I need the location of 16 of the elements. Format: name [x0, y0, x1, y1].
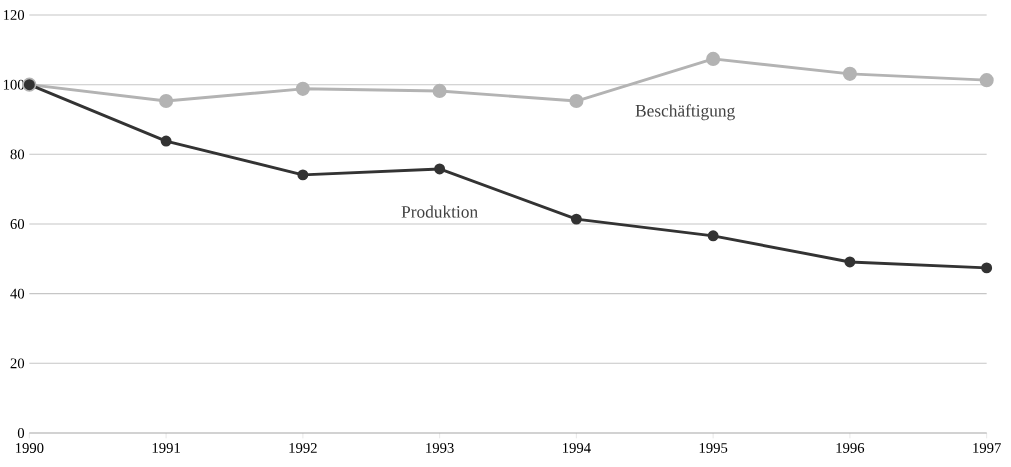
y-tick-label: 80 — [10, 149, 25, 160]
series-label: Beschäftigung — [635, 104, 735, 121]
x-tick-label: 1992 — [289, 443, 317, 453]
x-tick-label: 1991 — [152, 443, 180, 453]
x-tick-label: 1994 — [563, 443, 591, 453]
x-tick-label: 1990 — [15, 443, 44, 453]
y-tick-label: 20 — [10, 358, 25, 369]
y-tick-label: 40 — [10, 288, 25, 299]
y-tick-label: 60 — [10, 219, 25, 229]
series-label: Produktion — [401, 205, 478, 218]
y-tick-label: 120 — [3, 10, 25, 20]
x-tick-label: 1996 — [836, 443, 865, 453]
y-tick-label: 0 — [17, 428, 25, 438]
x-tick-label: 1995 — [699, 443, 728, 453]
x-tick-label: 1993 — [426, 443, 454, 453]
x-tick-label: 1997 — [973, 443, 1001, 453]
